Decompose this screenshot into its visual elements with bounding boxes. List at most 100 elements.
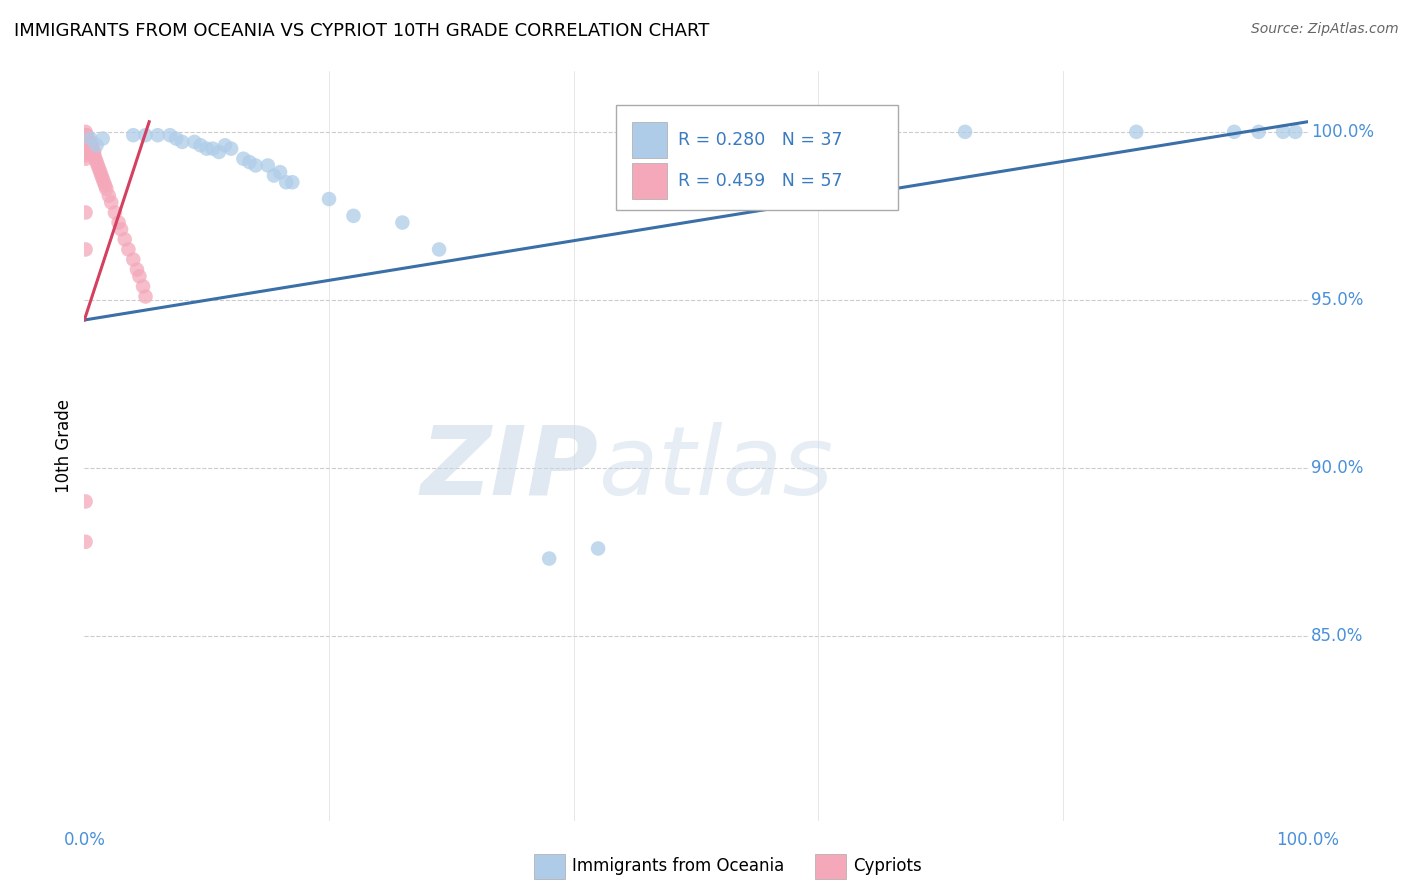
Point xyxy=(245,158,267,172)
Point xyxy=(238,155,260,169)
Point xyxy=(856,131,879,145)
Point xyxy=(77,135,100,149)
Point xyxy=(125,262,148,277)
Point xyxy=(342,209,364,223)
Point xyxy=(1272,125,1295,139)
Text: ZIP: ZIP xyxy=(420,422,598,515)
Text: 0.0%: 0.0% xyxy=(63,830,105,848)
Text: R = 0.459   N = 57: R = 0.459 N = 57 xyxy=(678,172,842,190)
Point xyxy=(132,279,155,293)
Point xyxy=(269,165,291,179)
Point xyxy=(84,152,107,166)
Point xyxy=(76,128,98,143)
Point xyxy=(538,551,561,566)
Text: 100.0%: 100.0% xyxy=(1277,830,1339,848)
Text: Source: ZipAtlas.com: Source: ZipAtlas.com xyxy=(1251,22,1399,37)
Point xyxy=(91,172,114,186)
Text: 85.0%: 85.0% xyxy=(1312,627,1364,645)
Point xyxy=(75,131,97,145)
Point xyxy=(80,138,103,153)
Point xyxy=(75,494,97,508)
Point xyxy=(76,142,98,156)
Y-axis label: 10th Grade: 10th Grade xyxy=(55,399,73,493)
Point xyxy=(318,192,340,206)
Point xyxy=(128,269,150,284)
Point xyxy=(100,195,122,210)
Point xyxy=(93,175,115,189)
Point xyxy=(75,138,97,153)
Text: atlas: atlas xyxy=(598,422,834,515)
Point xyxy=(75,128,97,143)
Point xyxy=(86,155,108,169)
Bar xyxy=(633,121,666,158)
Point xyxy=(82,142,104,156)
Point xyxy=(87,161,110,176)
Text: IMMIGRANTS FROM OCEANIA VS CYPRIOT 10TH GRADE CORRELATION CHART: IMMIGRANTS FROM OCEANIA VS CYPRIOT 10TH … xyxy=(14,22,710,40)
Point xyxy=(1284,125,1306,139)
Point xyxy=(79,135,101,149)
Point xyxy=(146,128,169,143)
Text: 95.0%: 95.0% xyxy=(1312,291,1364,309)
Point xyxy=(90,169,112,183)
Point xyxy=(172,135,194,149)
Point xyxy=(953,125,976,139)
Point xyxy=(83,148,105,162)
Point xyxy=(76,131,98,145)
Point xyxy=(219,142,242,156)
Point xyxy=(86,138,108,153)
Point xyxy=(165,131,187,145)
Point xyxy=(281,175,304,189)
Point xyxy=(76,138,98,153)
Text: Cypriots: Cypriots xyxy=(853,857,922,875)
Point xyxy=(122,252,145,267)
Point xyxy=(79,138,101,153)
Point xyxy=(135,289,157,303)
Point xyxy=(80,142,103,156)
Point xyxy=(75,128,97,143)
Point xyxy=(135,128,157,143)
Point xyxy=(83,145,105,159)
Point xyxy=(96,182,118,196)
Point xyxy=(79,131,101,145)
Point xyxy=(77,131,100,145)
Point xyxy=(77,138,100,153)
FancyBboxPatch shape xyxy=(616,105,898,210)
Point xyxy=(586,541,609,556)
Point xyxy=(82,145,104,159)
Point xyxy=(122,128,145,143)
Text: 100.0%: 100.0% xyxy=(1312,123,1374,141)
Point xyxy=(276,175,298,189)
Text: R = 0.280   N = 37: R = 0.280 N = 37 xyxy=(678,130,842,149)
Point xyxy=(114,232,136,246)
Point xyxy=(257,158,280,172)
Point xyxy=(76,135,98,149)
Point xyxy=(97,188,120,202)
Point xyxy=(75,152,97,166)
Point xyxy=(75,145,97,159)
Point xyxy=(104,205,127,219)
Point xyxy=(107,216,129,230)
Point xyxy=(1223,125,1246,139)
Point xyxy=(75,135,97,149)
Point xyxy=(87,158,110,172)
Point xyxy=(75,135,97,149)
Point xyxy=(159,128,181,143)
Point xyxy=(232,152,254,166)
Point xyxy=(89,165,111,179)
Point xyxy=(208,145,231,159)
Point xyxy=(75,205,97,219)
Point xyxy=(201,142,224,156)
Point xyxy=(190,138,212,153)
Point xyxy=(77,135,100,149)
Point xyxy=(75,534,97,549)
Point xyxy=(214,138,236,153)
Point xyxy=(75,125,97,139)
Point xyxy=(75,142,97,156)
Bar xyxy=(633,162,666,199)
Point xyxy=(77,138,100,153)
Point xyxy=(195,142,218,156)
Point xyxy=(110,222,132,236)
Point xyxy=(391,216,413,230)
Point xyxy=(263,169,285,183)
Text: 90.0%: 90.0% xyxy=(1312,458,1364,477)
